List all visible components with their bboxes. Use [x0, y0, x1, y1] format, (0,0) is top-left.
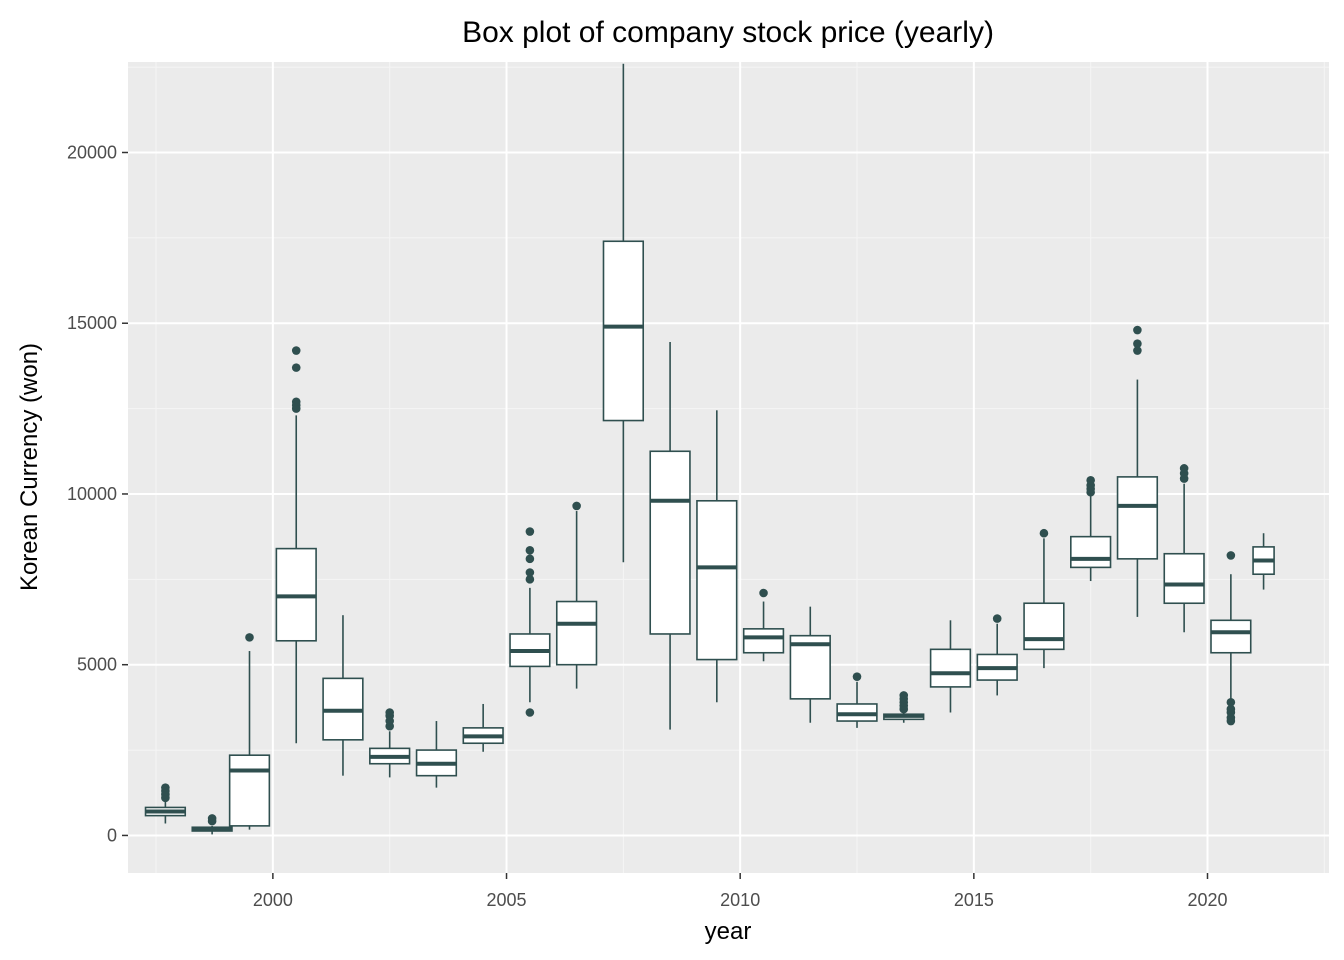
box-body — [742, 628, 785, 654]
outlier-point — [1226, 697, 1236, 707]
box — [275, 346, 317, 744]
y-tick-label: 15000 — [67, 313, 117, 333]
box — [836, 672, 878, 728]
box-body — [929, 648, 972, 688]
outlier-point — [1226, 704, 1236, 714]
box — [696, 410, 738, 703]
outlier-point — [207, 814, 217, 823]
box-body — [1210, 619, 1252, 654]
outlier-point — [1133, 339, 1142, 349]
outlier-point — [852, 672, 862, 681]
outlier-point — [291, 363, 301, 372]
chart-title: Box plot of company stock price (yearly) — [462, 16, 994, 49]
outlier-point — [385, 708, 394, 717]
box — [929, 620, 972, 713]
outlier-point — [1226, 551, 1236, 560]
outlier-point — [1039, 528, 1049, 538]
outlier-point — [161, 783, 170, 792]
box — [1210, 551, 1252, 726]
box — [462, 703, 504, 752]
outlier-point — [525, 575, 535, 584]
y-axis-title: Korean Currency (won) — [16, 343, 43, 591]
box — [1252, 533, 1275, 590]
outlier-point — [1179, 464, 1189, 473]
box-body — [1070, 535, 1112, 569]
outlier-point — [291, 346, 301, 355]
box — [369, 708, 411, 778]
x-tick-label: 2020 — [1187, 890, 1227, 910]
box — [1070, 476, 1112, 582]
major-gridlines — [128, 62, 1329, 873]
y-tick-label: 0 — [107, 825, 117, 845]
outlier-point — [992, 614, 1002, 623]
y-tick-label: 5000 — [77, 655, 117, 675]
box-body — [696, 499, 738, 661]
box — [883, 691, 925, 723]
x-tick-label: 2010 — [720, 890, 760, 910]
outlier-point — [1086, 476, 1095, 485]
box — [191, 814, 233, 835]
outlier-point — [245, 633, 254, 642]
y-axis: 0 5000 10000 15000 20000 — [67, 142, 128, 845]
box-body — [649, 450, 691, 635]
box-body — [555, 600, 598, 666]
box — [415, 721, 458, 788]
outlier-point — [291, 397, 301, 407]
outlier-point — [899, 691, 909, 700]
box — [1116, 325, 1159, 617]
outlier-point — [759, 588, 768, 598]
box — [1163, 464, 1205, 633]
x-axis-title: year — [705, 918, 752, 945]
outlier-point — [525, 527, 535, 536]
box — [1023, 528, 1065, 669]
box-body — [228, 754, 271, 827]
box — [322, 615, 364, 776]
box-body — [602, 240, 645, 422]
box — [789, 606, 831, 723]
box — [509, 527, 551, 717]
outlier-point — [525, 546, 535, 555]
outlier-point — [572, 501, 581, 511]
x-tick-label: 2015 — [954, 890, 994, 910]
y-tick-label: 20000 — [67, 142, 117, 162]
box — [144, 783, 187, 824]
box — [555, 501, 598, 689]
box — [602, 63, 645, 563]
outlier-point — [1133, 325, 1142, 335]
box-series — [144, 63, 1275, 835]
box — [976, 614, 1018, 696]
plot-panel — [128, 62, 1329, 873]
x-tick-label: 2005 — [487, 890, 527, 910]
outlier-point — [525, 568, 535, 577]
y-tick-label: 10000 — [67, 484, 117, 504]
outlier-point — [1133, 346, 1142, 355]
box — [649, 342, 691, 730]
box — [742, 588, 785, 662]
box-body — [1163, 552, 1205, 605]
outlier-point — [525, 708, 535, 717]
box-body — [1023, 602, 1065, 651]
x-axis: 2000 2005 2010 2015 2020 — [253, 873, 1228, 910]
outlier-point — [525, 554, 535, 564]
x-tick-label: 2000 — [253, 890, 293, 910]
box-body — [1116, 476, 1159, 560]
box — [228, 633, 271, 830]
